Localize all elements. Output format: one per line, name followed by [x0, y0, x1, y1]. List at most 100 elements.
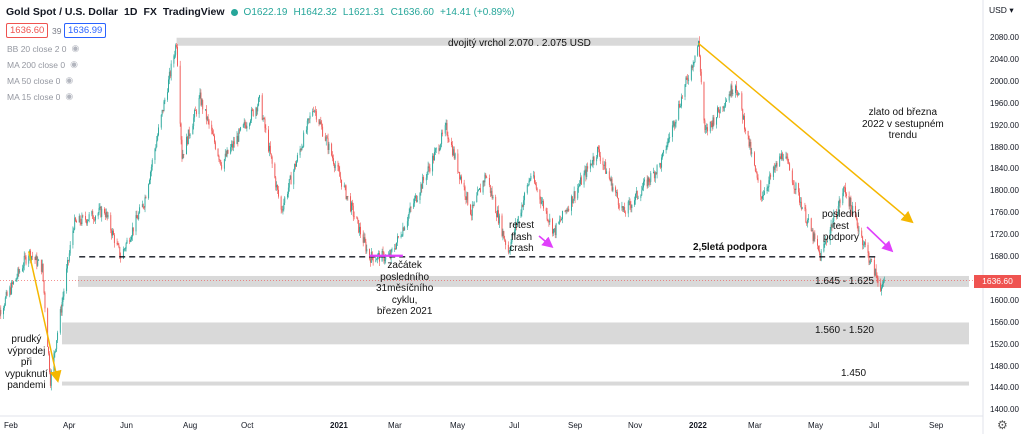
candle-body: [868, 252, 870, 263]
time-tick-label: 2021: [330, 421, 348, 430]
candle-body: [352, 205, 354, 217]
indicator-ma200[interactable]: MA 200 close 0 ◉: [7, 59, 78, 70]
indicator-ma15[interactable]: MA 15 close 0 ◉: [7, 91, 73, 102]
candle-body: [535, 184, 537, 189]
candle-body: [750, 141, 752, 154]
candle-body: [415, 195, 417, 202]
candle-body: [274, 163, 276, 178]
candle-body: [541, 201, 543, 204]
candle-body: [67, 260, 69, 261]
candle-body: [49, 372, 51, 386]
candle-body: [446, 123, 448, 136]
candle-body: [435, 148, 437, 150]
price-tick-label: 1520.00: [990, 339, 1019, 349]
candle-body: [687, 78, 689, 81]
candle-body: [419, 193, 421, 201]
candle-body: [660, 163, 662, 168]
candle-body: [59, 309, 61, 333]
selloff-note-line: vypuknutí: [5, 368, 48, 380]
candle-body: [91, 211, 93, 215]
candle-body: [661, 157, 663, 168]
candle-body: [609, 178, 611, 182]
candle-body: [627, 201, 629, 214]
candle-body: [74, 217, 76, 230]
candle-body: [807, 219, 809, 224]
candle-body: [86, 220, 88, 224]
candle-body: [438, 148, 440, 151]
candle-body: [275, 177, 277, 188]
candle-body: [199, 92, 201, 98]
gear-icon[interactable]: ⚙: [997, 418, 1008, 432]
candle-body: [318, 119, 320, 124]
candle-body: [820, 251, 822, 261]
candle-body: [198, 97, 200, 115]
candle-body: [453, 149, 455, 159]
candle-body: [757, 177, 759, 181]
candle-body: [568, 208, 570, 211]
candle-body: [517, 216, 519, 221]
candle-body: [344, 185, 346, 187]
candle-body: [542, 201, 544, 202]
buy-button[interactable]: 1636.99: [64, 23, 107, 38]
candle-body: [552, 228, 554, 234]
candle-body: [72, 230, 74, 245]
candle-body: [441, 132, 443, 145]
retest-arrow: [538, 235, 554, 249]
candle-body: [242, 124, 244, 128]
candle-body: [795, 183, 797, 190]
candle-body: [252, 109, 254, 116]
candle-body: [678, 103, 680, 120]
candle-body: [826, 240, 828, 242]
interval-label[interactable]: 1D: [124, 6, 138, 18]
candle-body: [111, 230, 113, 236]
candle-body: [167, 92, 169, 100]
eye-icon[interactable]: ◉: [70, 59, 78, 69]
candle-body: [731, 85, 733, 95]
candle-body: [25, 256, 27, 264]
sell-button[interactable]: 1636.60: [6, 23, 49, 38]
candle-body: [334, 164, 336, 168]
candle-body: [692, 64, 694, 69]
candle-body: [283, 202, 285, 210]
candle-body: [621, 206, 623, 208]
candle-body: [722, 106, 724, 109]
candle-body: [173, 56, 175, 64]
candle-body: [561, 219, 562, 221]
indicator-ma50[interactable]: MA 50 close 0 ◉: [7, 75, 73, 86]
candle-body: [213, 135, 215, 143]
candle-body: [867, 244, 869, 253]
candle-body: [144, 197, 146, 208]
candle-body: [137, 218, 139, 220]
candle-body: [616, 192, 618, 199]
symbol-title[interactable]: Gold Spot / U.S. Dollar: [6, 6, 119, 18]
candle-body: [763, 194, 764, 196]
candle-body: [590, 163, 592, 165]
indicator-bb[interactable]: BB 20 close 2 0 ◉: [7, 43, 79, 54]
currency-selector[interactable]: USD ▾: [989, 5, 1014, 16]
candle-body: [327, 138, 329, 150]
candle-body: [403, 227, 405, 231]
candle-body: [838, 200, 840, 207]
retest-note-line: flash: [510, 231, 533, 243]
candle-body: [194, 110, 196, 118]
candle-body: [852, 205, 854, 215]
candle-body: [810, 218, 812, 231]
candle-body: [193, 117, 195, 127]
candle-body: [284, 197, 286, 203]
candle-body: [685, 77, 687, 85]
candle-body: [608, 171, 610, 179]
candle-body: [135, 215, 137, 232]
candle-body: [195, 110, 196, 111]
eye-icon[interactable]: ◉: [71, 43, 80, 53]
candle-body: [49, 353, 50, 373]
eye-icon[interactable]: ◉: [65, 75, 74, 85]
candle-body: [863, 242, 865, 245]
candle-body: [268, 129, 269, 152]
candle-body: [725, 101, 727, 107]
candle-body: [156, 140, 158, 148]
candle-body: [776, 162, 778, 167]
candle-body: [158, 127, 160, 136]
cycle-note-line: posledního: [380, 271, 430, 283]
eye-icon[interactable]: ◉: [65, 91, 74, 101]
